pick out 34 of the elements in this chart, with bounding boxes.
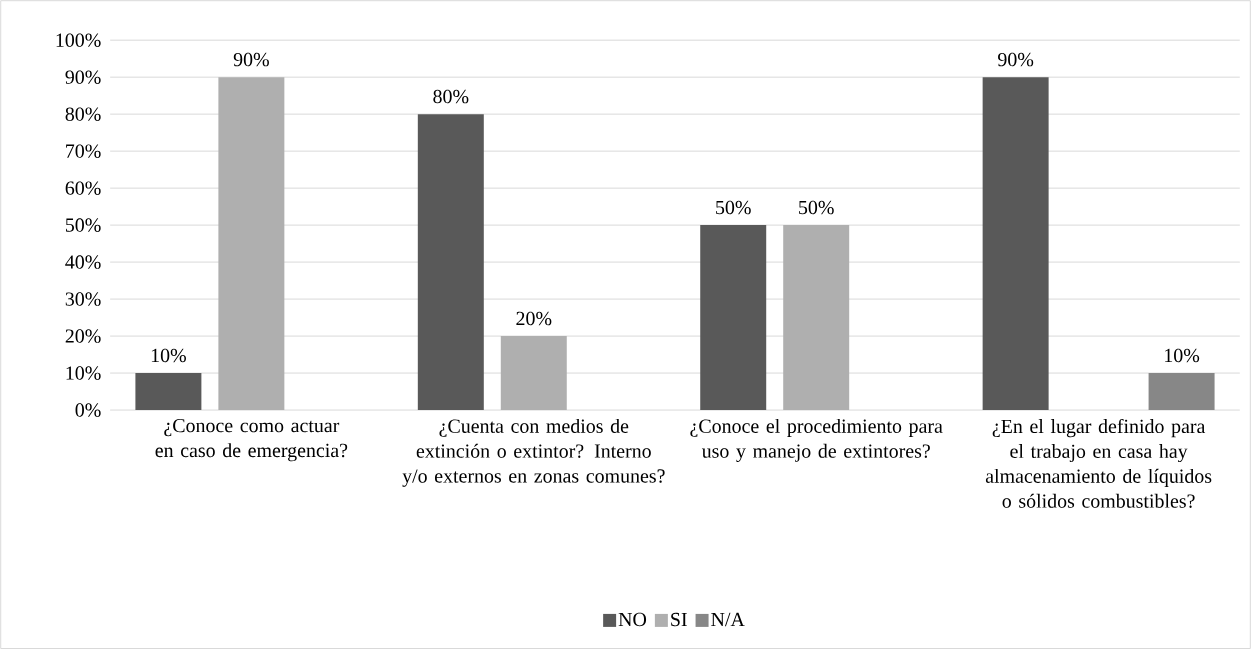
y-tick-label: 30%: [65, 292, 101, 306]
data-label: 90%: [233, 52, 269, 67]
bar: [417, 114, 484, 410]
data-label: 50%: [799, 200, 834, 215]
x-tick-label: ¿Conoce el procedimiento para uso y manejo de extintores?: [690, 418, 943, 462]
y-tick-label: 80%: [65, 107, 101, 121]
y-tick-label: 10%: [66, 366, 101, 380]
bar: [218, 77, 285, 410]
data-label: 20%: [516, 311, 552, 326]
bar: [783, 225, 850, 410]
bar: [700, 225, 767, 410]
x-tick-label: ¿Cuenta con medios de extinción o extintor? Interno y/o externos en zonas comunes?: [402, 418, 665, 487]
y-tick-label: 100%: [56, 33, 101, 47]
y-tick-label: 70%: [66, 144, 101, 158]
y-tick-label: 90%: [65, 70, 101, 84]
bar: [1148, 372, 1215, 410]
data-label: 50%: [716, 200, 751, 215]
y-tick-label: 0%: [75, 403, 101, 417]
bar: [982, 77, 1049, 410]
y-tick-label: 50%: [65, 218, 101, 232]
legend-label: N/A: [711, 612, 745, 627]
data-label: 10%: [1165, 348, 1200, 363]
y-tick-label: 60%: [65, 181, 101, 195]
legend-label: SI: [671, 612, 687, 627]
y-tick-label: 20%: [65, 329, 101, 343]
data-label: 80%: [433, 89, 469, 104]
legend-label: NO: [618, 612, 647, 627]
x-tick-label: ¿En el lugar definido para el trabajo en casa hay almacenamiento de líquidos o sólidos combustibles?: [985, 418, 1212, 508]
data-label: 10%: [151, 348, 186, 363]
y-tick-label: 40%: [65, 255, 101, 269]
x-tick-label: ¿Conoce como actuar en caso de emergencia?: [155, 418, 348, 462]
bar: [500, 335, 567, 410]
bar: [135, 372, 202, 410]
data-label: 90%: [998, 52, 1034, 67]
